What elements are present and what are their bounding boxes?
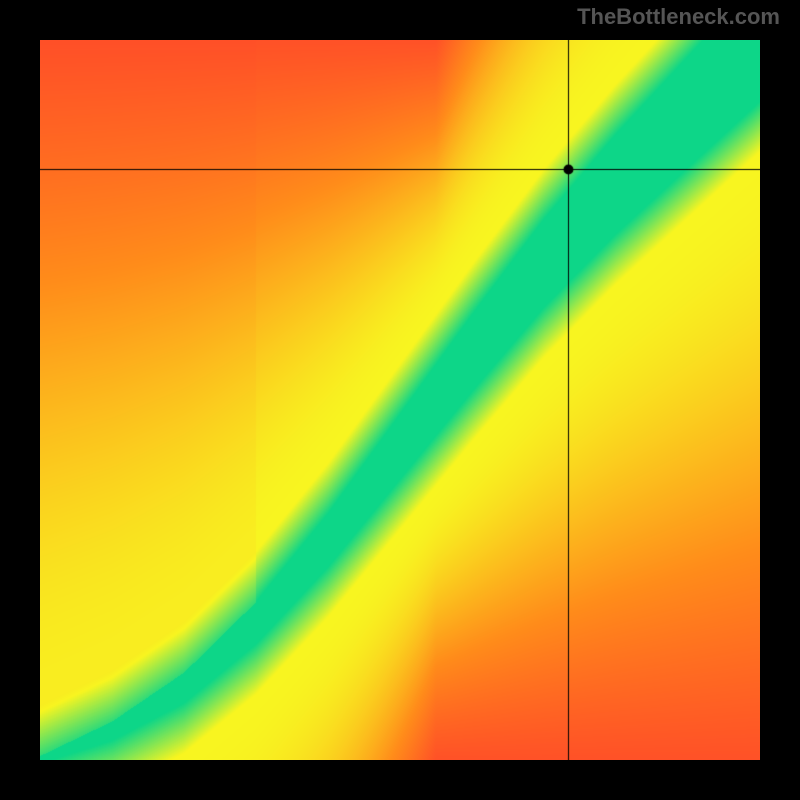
watermark-text: TheBottleneck.com [577,4,780,30]
figure-container: TheBottleneck.com [0,0,800,800]
heatmap-canvas [40,40,760,760]
plot-area [40,40,760,760]
